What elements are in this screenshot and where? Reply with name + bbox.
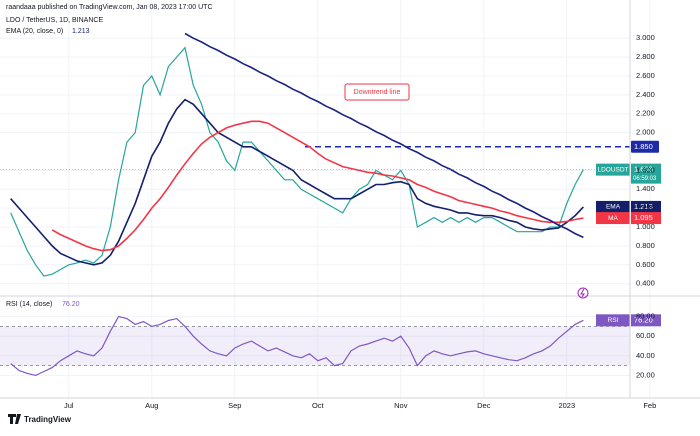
x-tick-label: Dec (477, 401, 491, 410)
y-tick-label: 1.200 (636, 203, 655, 212)
footer: TradingView (24, 415, 72, 424)
value-tag-label: 1.213 (634, 202, 653, 211)
series-name-tag (596, 212, 630, 225)
alert-icon[interactable] (577, 287, 589, 299)
x-tick-label: Aug (145, 401, 158, 410)
value-tag (631, 200, 661, 213)
series-name: EMA (606, 204, 621, 211)
series-name: LDOUSDT (597, 166, 628, 173)
value-tag (631, 163, 661, 184)
y-tick-label: 2.800 (636, 52, 655, 61)
countdown: 06:59:03 (633, 176, 657, 182)
value-tag-label: 1.608 (634, 165, 653, 174)
rsi-legend-value: 76.20 (62, 301, 80, 308)
series-name-tag (596, 200, 630, 213)
y-tick-label: 1.000 (636, 222, 655, 231)
y-tick-label: 2.200 (636, 109, 655, 118)
x-tick-label: Jul (64, 401, 74, 410)
indicator-value: 1.213 (72, 28, 90, 35)
y-tick-label: 0.800 (636, 241, 655, 250)
y-tick-label: 2.600 (636, 71, 655, 80)
rsi-title: RSI (14, close) (6, 301, 52, 308)
title: LDO / TetherUS, 1D, BINANCE (6, 17, 103, 24)
y-tick-label: 60.00 (636, 331, 655, 340)
series-line (10, 315, 584, 377)
y-tick-label: 2.000 (636, 128, 655, 137)
y-tick-label: 0.600 (636, 260, 655, 269)
series-line (184, 32, 584, 239)
series-line (10, 98, 584, 266)
y-tick-label: 20.00 (636, 370, 655, 379)
value-tag-label: 1.095 (634, 213, 653, 222)
x-tick-label: Feb (643, 401, 656, 410)
annotation-box (344, 83, 410, 101)
y-tick-label: 3.000 (636, 33, 655, 42)
annotation: Downtrend line (354, 89, 401, 96)
y-tick-label: 1.400 (636, 184, 655, 193)
rsi-name: RSI (608, 317, 619, 324)
level-tag (631, 140, 659, 153)
rsi-name-tag (596, 314, 630, 327)
series-line (51, 120, 584, 252)
y-tick-label: 1.600 (636, 165, 655, 174)
rsi-value: 76.20 (634, 315, 653, 324)
series-line (10, 46, 584, 277)
rsi-band (0, 326, 630, 366)
y-tick-label: 80.00 (636, 312, 655, 321)
x-tick-label: Oct (312, 401, 325, 410)
x-tick-label: Nov (394, 401, 408, 410)
indicator-label: EMA (20, close, 0) (6, 28, 63, 35)
level-tag-label: 1.850 (634, 142, 653, 151)
x-tick-label: 2023 (558, 401, 575, 410)
grid (0, 0, 651, 398)
y-tick-label: 2.400 (636, 90, 655, 99)
series-name-tag (596, 163, 630, 176)
series-name: MA (608, 215, 618, 222)
y-tick-label: 0.400 (636, 279, 655, 288)
value-tag (631, 212, 661, 225)
subtitle: raandaaa published on TradingView.com, J… (6, 4, 213, 11)
y-tick-label: 40.00 (636, 351, 655, 360)
rsi-value-tag (631, 314, 661, 327)
tv-logo (8, 414, 21, 424)
alert-icon-bolt (580, 288, 585, 298)
x-tick-label: Sep (228, 401, 241, 410)
plot: 1.850 LDOUSDT 1.608 06:59:03 EMA 1.213 MA 1.095… (0, 32, 661, 377)
